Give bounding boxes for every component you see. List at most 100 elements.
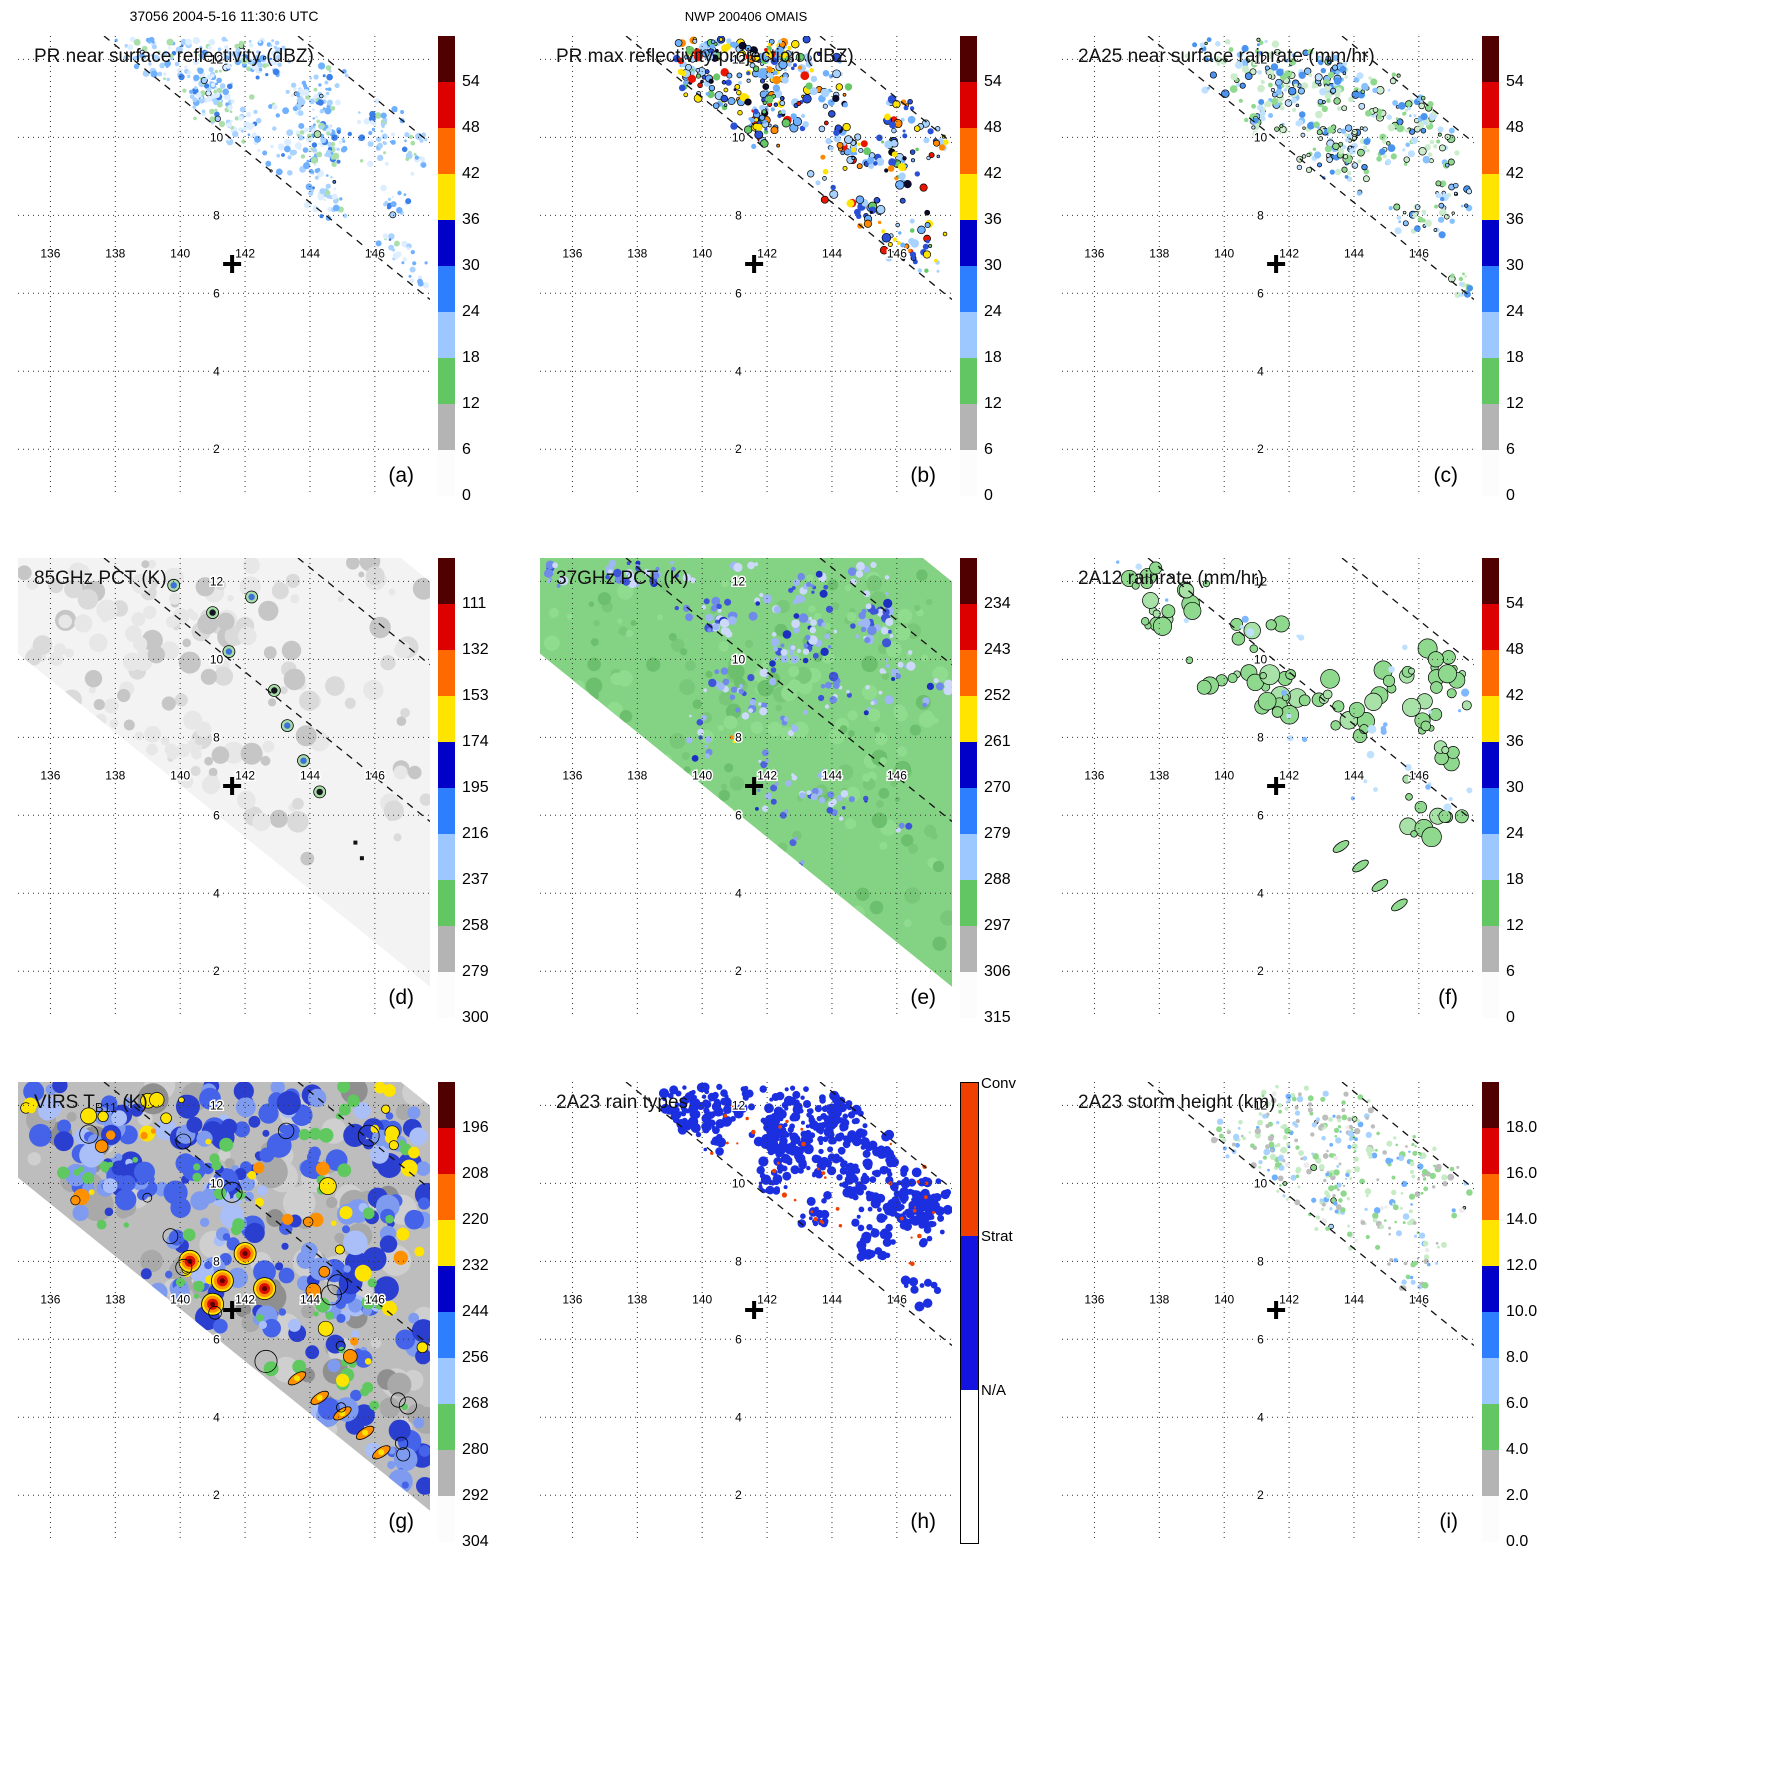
colorbar-tick-label: 304 bbox=[462, 1533, 489, 1550]
colorbar-tick-label: 48 bbox=[1506, 119, 1524, 136]
lon-tick-label: 140 bbox=[692, 769, 712, 783]
panel-f: 136 138 140 142 144 146 2 4 6 8 10 12 2A12 rainrate … bbox=[1062, 558, 1562, 1026]
colorbar-tick-label: 54 bbox=[984, 73, 1002, 90]
colorbar-segment bbox=[1482, 834, 1499, 880]
lat-tick-label: 6 bbox=[213, 808, 220, 822]
colorbar-tick-label: 132 bbox=[462, 641, 489, 658]
colorbar-segment bbox=[1482, 174, 1499, 220]
lat-tick-label: 12 bbox=[732, 1098, 746, 1112]
colorbar-tick-label: 306 bbox=[984, 963, 1011, 980]
panel-letter: (h) bbox=[910, 1510, 936, 1533]
storm-id-header: NWP 200406 OMAIS bbox=[684, 9, 808, 24]
colorbar-segment bbox=[438, 266, 455, 312]
lon-tick-label: 144 bbox=[822, 1293, 842, 1307]
colorbar-segment bbox=[960, 926, 977, 972]
colorbar-segment bbox=[1482, 1220, 1499, 1266]
lat-tick-label: 12 bbox=[210, 52, 224, 66]
colorbar-tick-label: 216 bbox=[462, 825, 489, 842]
colorbar-tick-label: 16.0 bbox=[1506, 1165, 1538, 1182]
panel-g-map: 136 138 140 142 144 146 2 4 6 8 10 12 VIRS TB11 (K) (… bbox=[18, 1082, 430, 1542]
panel-f-colorbar: 54 48 42 36 30 24 18 12 6 0 bbox=[1482, 558, 1557, 1026]
colorbar-tick-label: 6.0 bbox=[1506, 1395, 1529, 1412]
lon-tick-label: 136 bbox=[562, 247, 582, 261]
colorbar-segment bbox=[438, 880, 455, 926]
colorbar-segment bbox=[438, 36, 455, 82]
lon-tick-label: 144 bbox=[822, 769, 842, 783]
panel-a-colorbar: 54 48 42 36 30 24 18 12 6 0 bbox=[438, 36, 513, 504]
lat-tick-label: 4 bbox=[735, 886, 742, 900]
lat-tick-label: 8 bbox=[213, 208, 220, 222]
colorbar-tick-label: 256 bbox=[462, 1349, 489, 1366]
colorbar-segment bbox=[1482, 312, 1499, 358]
colorbar-segment bbox=[1482, 1358, 1499, 1404]
colorbar-segment bbox=[1482, 266, 1499, 312]
colorbar-segment bbox=[438, 128, 455, 174]
lon-tick-label: 146 bbox=[887, 769, 907, 783]
colorbar-segment bbox=[960, 220, 977, 266]
colorbar-tick-label: 18 bbox=[1506, 871, 1524, 888]
colorbar-segment bbox=[1482, 36, 1499, 82]
panel-h-colorbar: Conv Strat N/A bbox=[960, 1075, 1035, 1544]
colorbar-tick-label: 24 bbox=[462, 303, 480, 320]
colorbar-segment bbox=[961, 1236, 978, 1390]
storm-center-marker bbox=[1267, 255, 1286, 274]
panel-h-map: 136 138 140 142 144 146 2 4 6 8 10 12 2A23 rain type… bbox=[540, 1082, 952, 1542]
colorbar-segment bbox=[961, 1389, 978, 1543]
lat-tick-label: 4 bbox=[213, 1410, 220, 1424]
colorbar-tick-label: 54 bbox=[1506, 595, 1524, 612]
pr-swath-dashed-lines bbox=[1147, 1082, 1474, 1347]
colorbar-tick-label: 300 bbox=[462, 1009, 489, 1026]
colorbar-segment bbox=[1482, 128, 1499, 174]
colorbar-segment bbox=[960, 82, 977, 128]
lat-tick-label: 2 bbox=[213, 1488, 220, 1502]
colorbar-tick-label: 243 bbox=[984, 641, 1011, 658]
lat-tick-label: 6 bbox=[735, 286, 742, 300]
panel-c-colorbar: 54 48 42 36 30 24 18 12 6 0 bbox=[1482, 36, 1557, 504]
grid-lines bbox=[18, 558, 430, 1018]
grid-lines bbox=[1062, 1082, 1474, 1542]
colorbar-tick-label: 252 bbox=[984, 687, 1011, 704]
colorbar-tick-label: 42 bbox=[984, 165, 1002, 182]
panel-d-colorbar: 111 132 153 174 195 216 237 258 279 300 bbox=[438, 558, 513, 1026]
panel-data-layer bbox=[1210, 1084, 1473, 1291]
lat-tick-label: 4 bbox=[213, 886, 220, 900]
colorbar-segment bbox=[1482, 220, 1499, 266]
lon-tick-label: 142 bbox=[235, 247, 255, 261]
colorbar-tick-label: 18.0 bbox=[1506, 1119, 1538, 1136]
colorbar-tick-label: 292 bbox=[462, 1487, 489, 1504]
colorbar-segment bbox=[438, 558, 455, 604]
colorbar-tick-label: 279 bbox=[984, 825, 1011, 842]
colorbar-tick-label: 48 bbox=[462, 119, 480, 136]
lon-tick-label: 140 bbox=[170, 1293, 190, 1307]
raintype-label: Strat bbox=[981, 1228, 1013, 1246]
colorbar-segment bbox=[438, 742, 455, 788]
lon-tick-label: 142 bbox=[757, 769, 777, 783]
colorbar-segment bbox=[960, 650, 977, 696]
grid-lines bbox=[540, 558, 952, 1018]
lat-tick-label: 8 bbox=[1257, 1254, 1264, 1268]
pr-swath-dashed-lines bbox=[103, 558, 430, 823]
lon-tick-label: 142 bbox=[1279, 1293, 1299, 1307]
colorbar-tick-label: 220 bbox=[462, 1211, 489, 1228]
panel-b: 136 138 140 142 144 146 2 4 6 8 10 12 PR max reflect… bbox=[540, 36, 1040, 504]
colorbar-tick-label: 232 bbox=[462, 1257, 489, 1274]
colorbar-tick-label: 54 bbox=[462, 73, 480, 90]
lon-tick-label: 146 bbox=[1409, 769, 1429, 783]
lat-tick-label: 10 bbox=[732, 1176, 746, 1190]
lon-tick-label: 136 bbox=[562, 769, 582, 783]
colorbar-tick-label: 36 bbox=[1506, 211, 1524, 228]
colorbar-tick-label: 208 bbox=[462, 1165, 489, 1182]
lat-tick-label: 8 bbox=[213, 730, 220, 744]
lon-tick-label: 138 bbox=[105, 247, 125, 261]
colorbar-segment bbox=[438, 174, 455, 220]
raintype-label: N/A bbox=[981, 1381, 1007, 1399]
colorbar-segment bbox=[1482, 972, 1499, 1018]
panel-letter: (f) bbox=[1438, 986, 1458, 1009]
colorbar-segment bbox=[438, 1450, 455, 1496]
colorbar-tick-label: 2.0 bbox=[1506, 1487, 1529, 1504]
raintype-label: Conv bbox=[981, 1075, 1017, 1092]
lat-tick-label: 6 bbox=[1257, 1332, 1264, 1346]
lat-tick-label: 2 bbox=[1257, 964, 1264, 978]
storm-center-marker bbox=[223, 255, 242, 274]
colorbar-tick-label: 24 bbox=[1506, 303, 1524, 320]
